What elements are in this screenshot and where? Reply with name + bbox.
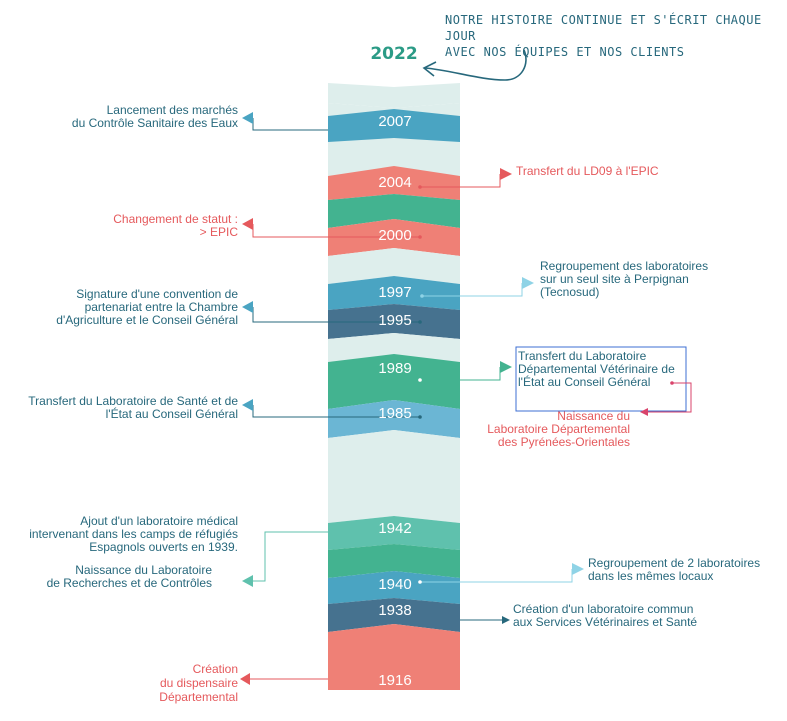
event-1940: Regroupement de 2 laboratoires dans les … bbox=[588, 556, 761, 583]
flag-1916 bbox=[240, 673, 250, 685]
event-1942: Ajout d'un laboratoire médical intervena… bbox=[29, 514, 238, 554]
band-1916 bbox=[328, 624, 460, 690]
event-1989b: Naissance du Laboratoire Départemental d… bbox=[487, 409, 630, 449]
year-1940: 1940 bbox=[378, 576, 412, 593]
flag-1942 bbox=[242, 575, 253, 587]
arrow-1989b bbox=[640, 408, 648, 416]
dot-1995 bbox=[418, 320, 422, 324]
current-year: 2022 bbox=[370, 44, 418, 64]
event-1938: Création d'un laboratoire commun aux Ser… bbox=[513, 602, 698, 629]
band-green-1941 bbox=[328, 544, 460, 578]
connector-1942 bbox=[253, 531, 420, 582]
flag-1997 bbox=[522, 277, 534, 289]
event-1942b: Naissance du Laboratoire de Recherches e… bbox=[46, 563, 212, 590]
event-2000: Changement de statut : > EPIC bbox=[113, 212, 238, 239]
band-1985 bbox=[328, 400, 460, 438]
connector-2007 bbox=[252, 118, 328, 131]
event-2007: Lancement des marchés du Contrôle Sanita… bbox=[71, 103, 238, 130]
arrow-1938 bbox=[502, 616, 510, 624]
band-1997 bbox=[328, 276, 460, 310]
year-1985: 1985 bbox=[378, 405, 412, 422]
year-2000: 2000 bbox=[378, 227, 412, 244]
flag-1989 bbox=[500, 361, 512, 373]
event-2004: Transfert du LD09 à l'EPIC bbox=[516, 164, 659, 178]
dot-1985 bbox=[418, 415, 422, 419]
band-1938 bbox=[328, 598, 460, 632]
band-top bbox=[328, 83, 460, 108]
year-1995: 1995 bbox=[378, 312, 412, 329]
year-1938: 1938 bbox=[378, 602, 412, 619]
annotation-frame-1989 bbox=[515, 346, 687, 412]
dot-2004 bbox=[418, 185, 422, 189]
year-2007: 2007 bbox=[378, 113, 412, 130]
year-1997: 1997 bbox=[378, 284, 412, 301]
flag-1985 bbox=[242, 399, 253, 411]
headline-arrow bbox=[424, 49, 527, 81]
year-1989: 1989 bbox=[378, 360, 412, 377]
headline-text: NOTRE HISTOIRE CONTINUE ET S'ÉCRIT CHAQU… bbox=[445, 13, 762, 59]
band-2007 bbox=[328, 109, 460, 142]
connector-1989b bbox=[648, 382, 692, 413]
dot-1940 bbox=[418, 580, 422, 584]
dot-1997 bbox=[420, 294, 424, 298]
band-pale-3 bbox=[328, 333, 460, 362]
year-1942: 1942 bbox=[378, 520, 412, 537]
year-2004: 2004 bbox=[378, 174, 412, 191]
year-1916: 1916 bbox=[378, 672, 412, 689]
flag-2004 bbox=[500, 168, 512, 180]
flag-2000 bbox=[242, 218, 253, 230]
band-1989 bbox=[328, 354, 460, 409]
band-teal-2002 bbox=[328, 194, 460, 228]
event-1989: Transfert du Laboratoire Départemental V… bbox=[518, 349, 675, 389]
flag-1940 bbox=[572, 563, 584, 575]
band-1940 bbox=[328, 571, 460, 604]
dot-1942 bbox=[418, 530, 422, 534]
flag-1995 bbox=[242, 301, 253, 313]
band-pale-4 bbox=[328, 430, 460, 523]
event-1985: Transfert du Laboratoire de Santé et de … bbox=[28, 394, 238, 421]
event-1995: Signature d'une convention de partenaria… bbox=[56, 287, 238, 327]
flag-2007 bbox=[242, 112, 253, 124]
band-2004 bbox=[328, 166, 460, 200]
headline-arrow-head bbox=[422, 61, 437, 77]
dot-1989 bbox=[418, 378, 422, 382]
band-1942 bbox=[328, 516, 460, 550]
event-1916: Création du dispensaire Départemental bbox=[159, 662, 238, 704]
event-1997: Regroupement des laboratoires sur un seu… bbox=[540, 259, 709, 299]
dot-2000 bbox=[418, 235, 422, 239]
band-pale-2 bbox=[328, 248, 460, 284]
